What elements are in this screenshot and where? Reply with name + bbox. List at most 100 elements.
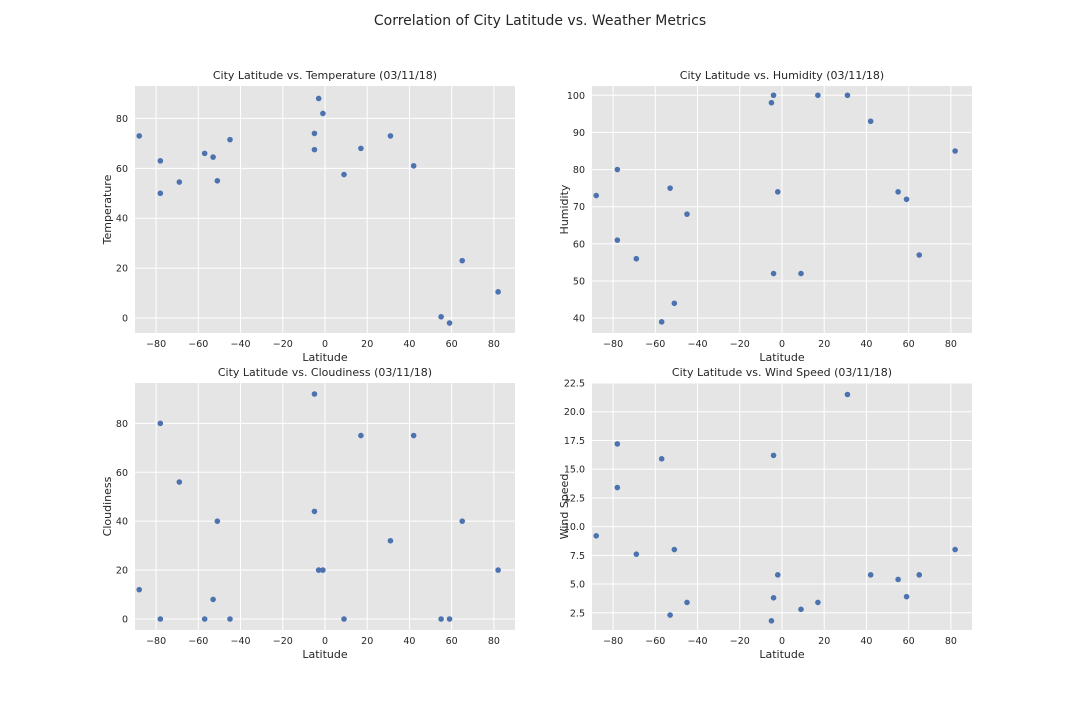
temperature-data-point — [495, 289, 501, 295]
wind-speed-data-point — [770, 452, 777, 459]
humidity-data-point — [867, 118, 874, 125]
temperature-data-point — [438, 313, 444, 320]
cloudiness-y-tick-label: 20 — [116, 566, 128, 577]
humidity-data-point — [770, 270, 777, 277]
wind-speed-y-tick-label: 17.5 — [564, 436, 585, 447]
humidity-x-tick-label: 80 — [945, 339, 957, 350]
cloudiness-data-point — [210, 596, 216, 603]
humidity-data-point — [895, 189, 901, 195]
cloudiness-data-point — [157, 616, 164, 622]
temperature-y-axis-label: Temperature — [101, 174, 114, 245]
humidity-data-point — [614, 237, 621, 243]
wind-speed-data-point — [774, 572, 781, 578]
temperature-data-point — [214, 178, 221, 184]
cloudiness-data-point — [311, 508, 318, 515]
temperature-y-tick-label: 40 — [116, 214, 128, 225]
wind-speed-y-tick-label: 2.5 — [570, 608, 585, 619]
wind-speed-x-axis-label: Latitude — [759, 648, 805, 661]
cloudiness-data-point — [410, 432, 417, 439]
wind-speed-x-tick-label: −40 — [688, 636, 708, 647]
temperature-x-tick-label: 40 — [403, 339, 415, 350]
temperature-data-point — [136, 133, 143, 139]
temperature-x-tick-label: 60 — [446, 339, 458, 350]
wind-speed-data-point — [633, 551, 640, 557]
cloudiness-x-tick-label: 40 — [403, 636, 415, 647]
humidity-data-point — [768, 99, 775, 106]
humidity-y-tick-label: 50 — [573, 277, 585, 288]
wind-speed-data-point — [658, 456, 665, 462]
wind-speed-y-tick-label: 7.5 — [570, 551, 585, 562]
cloudiness-x-tick-label: 0 — [322, 636, 328, 647]
temperature-data-point — [201, 150, 208, 157]
wind-speed-y-tick-label: 12.5 — [564, 493, 585, 504]
humidity-data-point — [667, 185, 673, 191]
cloudiness-data-point — [311, 391, 318, 397]
cloudiness-x-tick-label: 80 — [488, 636, 500, 647]
wind-speed-data-point — [815, 599, 821, 606]
temperature-y-tick-label: 20 — [116, 264, 128, 275]
cloudiness-y-tick-label: 0 — [122, 614, 128, 625]
temperature-data-point — [157, 158, 164, 164]
cloudiness-data-point — [495, 567, 501, 573]
temperature-x-tick-label: 80 — [488, 339, 500, 350]
wind-speed-data-point — [916, 572, 923, 578]
cloudiness-y-tick-label: 60 — [116, 468, 128, 479]
wind-speed-x-tick-label: 40 — [860, 636, 872, 647]
humidity-x-tick-label: −60 — [645, 339, 665, 350]
temperature-data-point — [311, 130, 318, 137]
temperature-x-axis-label: Latitude — [302, 351, 348, 364]
cloudiness-y-axis-label: Cloudiness — [101, 476, 114, 536]
cloudiness-y-tick-label: 40 — [116, 517, 128, 528]
humidity-x-tick-label: −40 — [688, 339, 708, 350]
cloudiness-data-point — [227, 616, 233, 622]
humidity-data-point — [916, 252, 923, 258]
cloudiness-data-point — [320, 567, 326, 573]
wind-speed-data-point — [684, 599, 690, 606]
cloudiness-data-point — [341, 616, 347, 622]
wind-speed-x-tick-label: 0 — [779, 636, 785, 647]
wind-speed-data-point — [614, 441, 621, 447]
humidity-y-tick-label: 90 — [573, 128, 585, 139]
temperature-x-tick-label: 20 — [361, 339, 373, 350]
temperature-x-tick-label: −20 — [273, 339, 293, 350]
temperature-data-point — [320, 110, 326, 117]
wind-speed-data-point — [844, 391, 851, 398]
wind-speed-chart-title: City Latitude vs. Wind Speed (03/11/18) — [672, 366, 892, 379]
humidity-x-axis-label: Latitude — [759, 351, 805, 364]
wind-speed-y-axis-label: Wind Speed — [558, 474, 571, 540]
wind-speed-y-tick-label: 22.5 — [564, 379, 585, 390]
humidity-x-tick-label: −80 — [603, 339, 623, 350]
wind-speed-data-point — [903, 593, 910, 600]
temperature-data-point — [358, 145, 364, 152]
temperature-y-tick-label: 80 — [116, 114, 128, 125]
wind-speed-y-tick-label: 20.0 — [564, 407, 585, 418]
humidity-y-tick-label: 70 — [573, 202, 585, 213]
temperature-subplot: −80 −60 −40 −20 0 20 40 60 80 0 20 40 60 80 City Latit… — [101, 69, 515, 364]
cloudiness-x-axis-label: Latitude — [302, 648, 348, 661]
temperature-data-point — [311, 146, 318, 153]
temperature-data-point — [176, 179, 183, 185]
cloudiness-data-point — [214, 518, 221, 524]
cloudiness-data-point — [201, 616, 208, 622]
cloudiness-data-point — [446, 616, 453, 622]
wind-speed-x-tick-label: −80 — [603, 636, 623, 647]
humidity-subplot: −80 −60 −40 −20 0 20 40 60 80 40 50 60 70 80 90 100 City… — [558, 69, 972, 364]
temperature-data-point — [446, 320, 453, 326]
temperature-data-point — [459, 257, 466, 264]
wind-speed-data-point — [768, 618, 775, 624]
wind-speed-data-point — [667, 612, 673, 618]
humidity-data-point — [658, 319, 665, 325]
wind-speed-data-point — [895, 576, 901, 583]
humidity-data-point — [774, 189, 781, 195]
temperature-data-point — [315, 95, 322, 102]
temperature-data-point — [210, 154, 216, 160]
cloudiness-data-point — [459, 518, 466, 524]
wind-speed-data-point — [798, 606, 804, 613]
temperature-x-tick-label: −40 — [231, 339, 251, 350]
cloudiness-data-point — [438, 616, 444, 622]
temperature-y-tick-label: 0 — [122, 314, 128, 325]
humidity-data-point — [903, 196, 910, 203]
cloudiness-y-tick-label: 80 — [116, 419, 128, 430]
wind-speed-x-tick-label: 60 — [903, 636, 915, 647]
